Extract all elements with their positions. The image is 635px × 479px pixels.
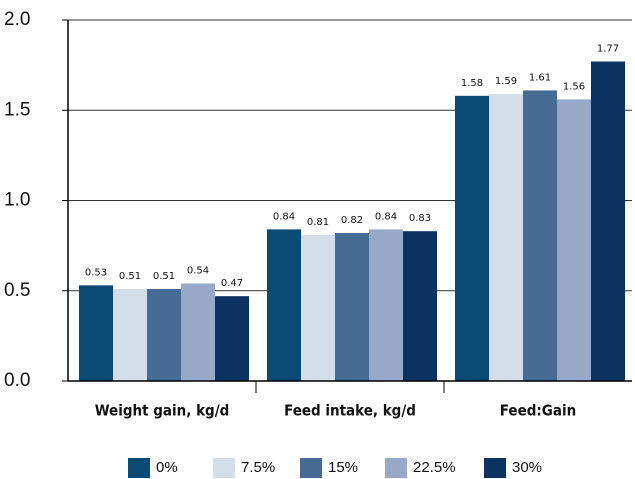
x-tick-label: Feed:Gain (500, 402, 576, 420)
legend-swatch (385, 458, 407, 478)
value-label: 0.84 (375, 211, 397, 222)
value-label: 0.82 (341, 215, 363, 226)
legend-label: 30% (512, 459, 542, 476)
value-label: 0.83 (409, 213, 431, 224)
value-label: 1.77 (597, 44, 619, 55)
y-tick-label: 2.0 (4, 9, 30, 30)
bar (591, 61, 625, 381)
bar (523, 90, 557, 382)
y-tick-label: 1.5 (4, 99, 30, 120)
value-label: 1.61 (529, 72, 551, 83)
bar (267, 229, 301, 381)
x-tick-label: Feed intake, kg/d (284, 402, 416, 420)
bar (455, 95, 489, 381)
bar (557, 99, 591, 382)
legend-label: 15% (328, 459, 358, 476)
bar (335, 232, 369, 381)
value-label: 1.58 (461, 78, 483, 89)
y-tick-label: 0.0 (4, 370, 30, 391)
y-tick-label: 0.5 (4, 280, 30, 301)
y-tick-label: 1.0 (4, 190, 30, 211)
value-label: 0.51 (153, 271, 175, 282)
legend-label: 0% (156, 459, 178, 476)
legend-label: 22.5% (413, 459, 456, 476)
legend-label: 7.5% (241, 459, 275, 476)
legend-swatch (300, 458, 322, 478)
legend-swatch (128, 458, 150, 478)
value-label: 1.59 (495, 76, 517, 87)
value-label: 0.54 (187, 266, 209, 277)
bar (403, 231, 437, 381)
value-label: 0.84 (273, 211, 295, 222)
bar (147, 288, 181, 381)
bar (301, 234, 335, 381)
bar (369, 229, 403, 381)
bar (113, 288, 147, 381)
bar (79, 285, 113, 381)
x-tick-label: Weight gain, kg/d (95, 402, 230, 420)
value-label: 0.53 (85, 267, 107, 278)
bar (215, 296, 249, 381)
bar (181, 283, 215, 381)
bar (489, 94, 523, 381)
value-label: 1.56 (563, 81, 585, 92)
value-label: 0.51 (119, 271, 141, 282)
value-label: 0.81 (307, 217, 329, 228)
legend-swatch (213, 458, 235, 478)
value-label: 0.47 (221, 278, 243, 289)
legend-swatch (484, 458, 506, 478)
